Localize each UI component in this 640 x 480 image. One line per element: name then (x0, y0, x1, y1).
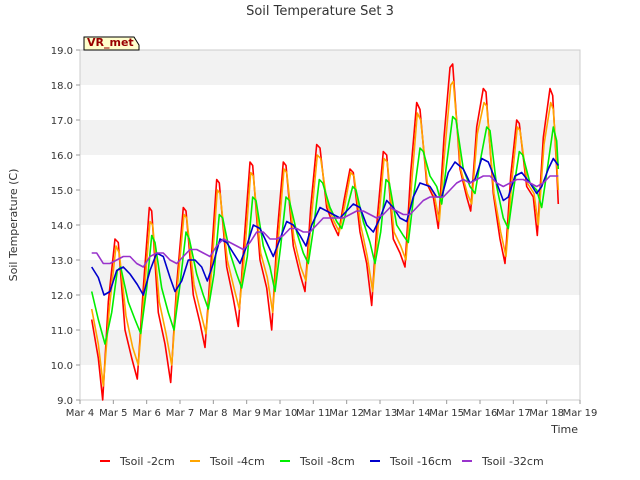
x-tick-label: Mar 9 (232, 408, 260, 419)
grid-band (80, 365, 580, 400)
y-tick-label: 9.0 (57, 396, 73, 407)
series-line-tsoil-32cm (91, 175, 559, 268)
x-tick-label: Mar 4 (66, 408, 94, 419)
grid-band (80, 330, 580, 365)
x-tick-label: Mar 16 (463, 408, 498, 419)
y-tick-label: 18.0 (51, 81, 73, 92)
grid-band (80, 260, 580, 295)
x-tick-label: Mar 15 (429, 408, 464, 419)
vr-met-annotation: VR_met (83, 36, 140, 51)
y-tick-label: 15.0 (51, 186, 73, 197)
series-line-tsoil-8cm (90, 115, 560, 345)
x-tick-label: Mar 12 (329, 408, 364, 419)
x-tick-label: Mar 13 (363, 408, 398, 419)
chart-title: Soil Temperature Set 3 (246, 4, 394, 19)
x-tick-label: Mar 10 (263, 408, 298, 419)
y-tick-label: 16.0 (51, 151, 73, 162)
series-line-tsoil-2cm (90, 63, 560, 401)
x-tick-label: Mar 8 (199, 408, 227, 419)
y-tick-label: 12.0 (51, 291, 73, 302)
y-axis-ticks: 9.0 10.0 11.0 12.0 13.0 14.0 15.0 16.0 17.0 18.0 1… (51, 46, 80, 407)
x-tick-label: Mar 19 (563, 408, 598, 419)
plot-background-bands (80, 50, 580, 400)
y-tick-label: 13.0 (51, 256, 73, 267)
x-tick-label: Mar 18 (529, 408, 564, 419)
legend: Tsoil -2cm Tsoil -4cm Tsoil -8cm Tsoil -16c… (100, 455, 544, 468)
legend-label: Tsoil -4cm (209, 455, 265, 468)
annotation-tag-shape (83, 36, 140, 51)
series-lines (90, 63, 560, 401)
y-tick-label: 11.0 (51, 326, 73, 337)
grid-band (80, 85, 580, 120)
grid-band (80, 295, 580, 330)
y-tick-label: 10.0 (51, 361, 73, 372)
y-tick-label: 17.0 (51, 116, 73, 127)
y-tick-label: 19.0 (51, 46, 73, 57)
x-tick-label: Mar 6 (132, 408, 160, 419)
legend-label: Tsoil -2cm (119, 455, 175, 468)
x-tick-label: Mar 14 (396, 408, 431, 419)
x-tick-label: Mar 5 (99, 408, 127, 419)
y-axis-label: Soil Temperature (C) (7, 169, 20, 282)
y-tick-label: 14.0 (51, 221, 73, 232)
x-tick-label: Mar 11 (296, 408, 331, 419)
grid-band (80, 50, 580, 85)
legend-label: Tsoil -8cm (299, 455, 355, 468)
x-axis-ticks: Mar 4 Mar 5 Mar 6 Mar 7 Mar 8 Mar 9 Mar 10Mar … (66, 400, 598, 419)
x-tick-label: Mar 17 (496, 408, 531, 419)
annotation-label: VR_met (87, 36, 134, 49)
x-tick-label: Mar 7 (166, 408, 194, 419)
legend-label: Tsoil -32cm (481, 455, 544, 468)
legend-label: Tsoil -16cm (389, 455, 452, 468)
grid-band (80, 120, 580, 155)
series-line-tsoil-16cm (91, 157, 559, 296)
x-axis-label: Time (550, 423, 578, 436)
